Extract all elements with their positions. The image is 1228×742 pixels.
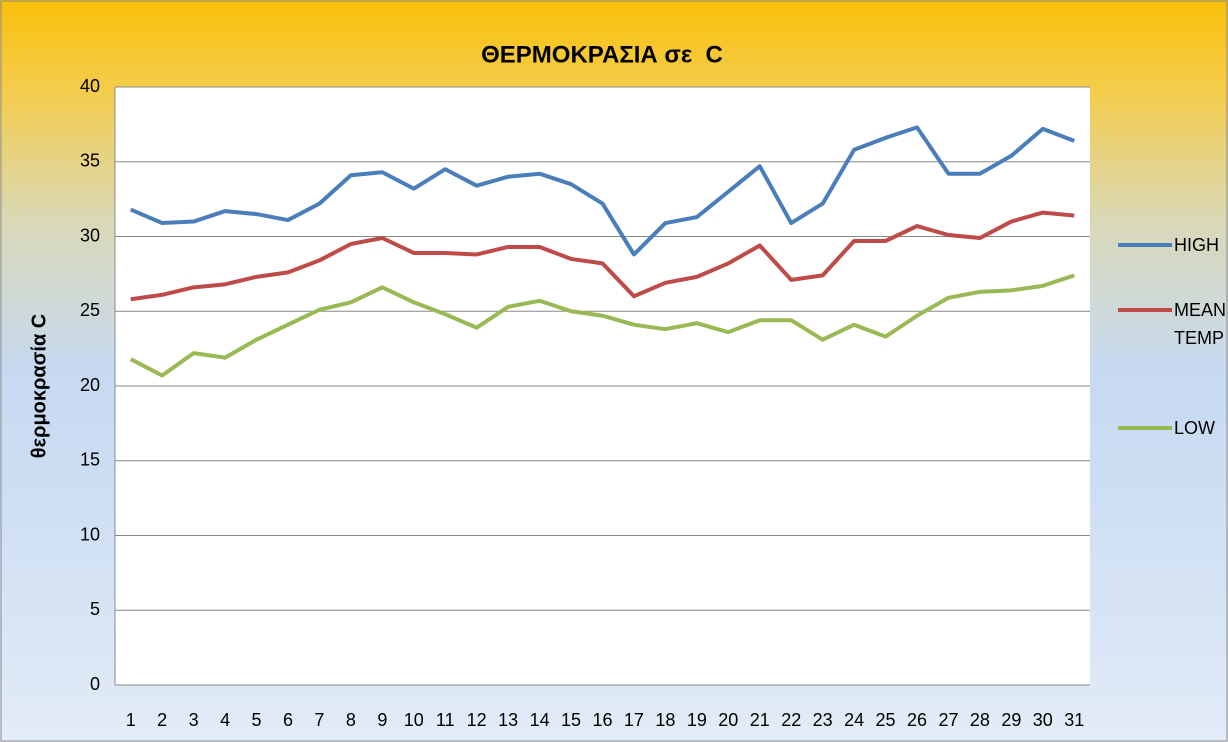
x-tick-label: 27 (938, 710, 958, 730)
x-tick-label: 19 (687, 710, 707, 730)
x-tick-label: 15 (561, 710, 581, 730)
chart-title: ΘΕΡΜΟΚΡΑΣΙΑ σε C (481, 41, 723, 68)
x-tick-label: 18 (655, 710, 675, 730)
line-series (130, 210, 1075, 302)
x-tick-label: 4 (220, 710, 230, 730)
y-tick-label: 5 (90, 599, 100, 619)
legend-label: LOW (1174, 418, 1216, 438)
x-tick-label: 8 (346, 710, 356, 730)
x-tick-label: 11 (436, 710, 455, 730)
x-tick-label: 26 (907, 710, 927, 730)
y-tick-label: 15 (80, 450, 100, 470)
x-tick-label: 29 (1001, 710, 1021, 730)
x-tick-label: 30 (1033, 710, 1053, 730)
x-tick-label: 5 (252, 710, 262, 730)
x-tick-label: 21 (750, 710, 770, 730)
line-series (129, 273, 1075, 378)
x-tick-label: 1 (126, 710, 136, 730)
y-tick-label: 10 (80, 524, 100, 544)
legend-label: MEAN TEMP (1174, 300, 1227, 348)
x-tick-label: 14 (530, 710, 550, 730)
legend-label: HIGH (1174, 235, 1219, 255)
y-tick-label: 0 (90, 674, 100, 694)
y-tick-label: 35 (80, 151, 100, 171)
x-tick-label: 9 (377, 710, 387, 730)
x-tick-label: 17 (624, 710, 644, 730)
x-tick-label: 31 (1064, 710, 1084, 730)
x-tick-label: 22 (781, 710, 801, 730)
x-tick-label: 6 (283, 710, 293, 730)
x-tick-label: 24 (844, 710, 864, 730)
line-series (129, 125, 1075, 257)
y-tick-label: 20 (80, 375, 100, 395)
x-tick-label: 23 (813, 710, 833, 730)
y-tick-label: 30 (80, 225, 100, 245)
x-tick-label: 20 (718, 710, 738, 730)
x-tick-label: 10 (404, 710, 424, 730)
x-tick-label: 12 (467, 710, 487, 730)
x-tick-label: 16 (592, 710, 612, 730)
x-tick-label: 3 (189, 710, 199, 730)
y-tick-label: 40 (80, 76, 100, 96)
x-tick-label: 7 (314, 710, 324, 730)
y-tick-label: 25 (80, 300, 100, 320)
x-tick-label: 28 (970, 710, 990, 730)
x-tick-label: 2 (157, 710, 167, 730)
x-tick-label: 13 (498, 710, 518, 730)
x-tick-label: 25 (876, 710, 896, 730)
y-axis-label: θερμοκρασία C (28, 314, 50, 458)
